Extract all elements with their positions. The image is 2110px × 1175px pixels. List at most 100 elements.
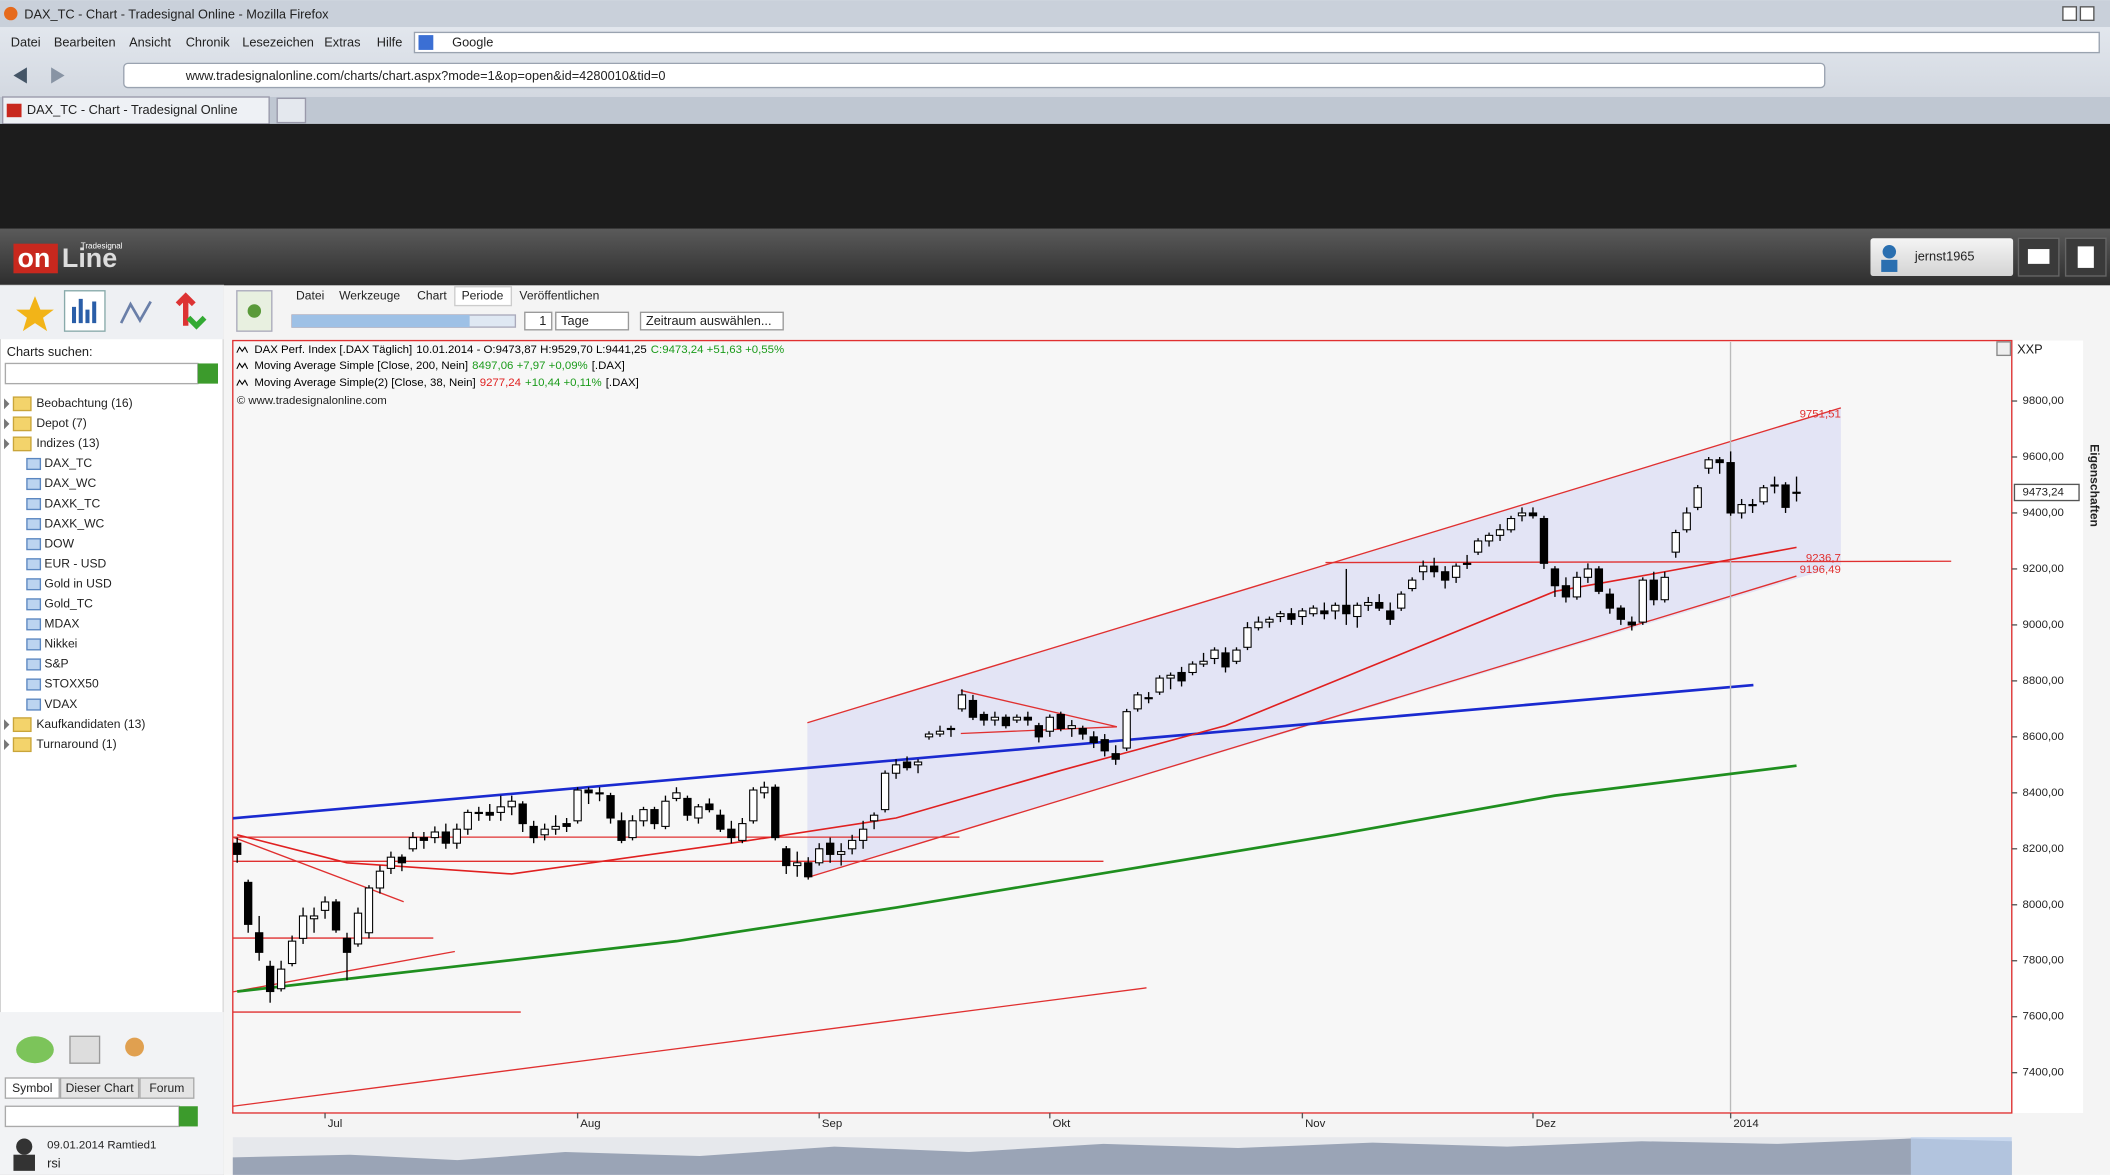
news-icon[interactable] xyxy=(70,1036,100,1063)
comment-input[interactable] xyxy=(5,1106,179,1126)
menu-item[interactable]: Datei xyxy=(11,35,41,50)
candle-body xyxy=(1409,580,1416,588)
tree-item[interactable]: DOW xyxy=(44,536,74,550)
menu-item[interactable]: Ansicht xyxy=(129,35,171,50)
candle-body xyxy=(1156,678,1163,692)
candle-body xyxy=(497,807,504,813)
candle-body xyxy=(1529,513,1536,516)
candle-body xyxy=(980,714,987,720)
candle-body xyxy=(684,798,691,815)
candle-body xyxy=(1507,519,1514,530)
candle-body xyxy=(552,826,559,829)
tree-item[interactable]: DAXK_TC xyxy=(44,496,100,510)
menu-bar: Datei Bearbeiten Ansicht Chronik Lesezeichen… xyxy=(11,35,403,50)
tree-item[interactable]: Indizes (13) xyxy=(36,436,99,450)
candle-body xyxy=(1266,619,1273,622)
comment-send[interactable] xyxy=(179,1106,198,1126)
charts-icon[interactable] xyxy=(65,291,105,331)
candle-body xyxy=(870,815,877,821)
properties-tab[interactable]: Eigenschaften xyxy=(2088,444,2102,527)
tree-item[interactable]: EUR - USD xyxy=(44,556,106,570)
candle-body xyxy=(1683,513,1690,530)
candle-body xyxy=(827,843,834,854)
candle-body xyxy=(1584,569,1591,577)
tree-item[interactable]: MDAX xyxy=(44,617,79,631)
tree-item[interactable]: Nikkei xyxy=(44,637,77,651)
folder-icon xyxy=(13,397,30,410)
tree-item[interactable]: VDAX xyxy=(44,697,77,711)
window-button[interactable] xyxy=(2080,7,2093,20)
menu-icon xyxy=(2078,246,2094,268)
candle-body xyxy=(1771,485,1778,486)
menu-item[interactable]: Chronik xyxy=(186,35,231,50)
chart-search-input[interactable] xyxy=(5,363,197,383)
chat-icon[interactable] xyxy=(16,1036,54,1063)
candle-body xyxy=(310,916,317,919)
candle-body xyxy=(1134,695,1141,709)
x-tick-label: Dez xyxy=(1536,1118,1557,1130)
candle-body xyxy=(607,796,614,818)
candle-body xyxy=(464,812,471,829)
candle-body xyxy=(1332,605,1339,611)
toolbar-tab[interactable]: Periode xyxy=(462,288,504,302)
candle-body xyxy=(475,812,482,813)
menu-item[interactable]: Hilfe xyxy=(377,35,403,50)
menu-item[interactable]: Extras xyxy=(324,35,360,50)
search-box[interactable] xyxy=(414,32,2099,52)
toolbar-tab[interactable]: Werkzeuge xyxy=(339,288,400,302)
candle-body xyxy=(508,801,515,807)
candle-body xyxy=(1024,717,1031,720)
candle-body xyxy=(453,829,460,843)
legend-part: 10.01.2014 - O:9473,87 H:9529,70 L:9441,… xyxy=(416,344,647,356)
tree-item[interactable]: STOXX50 xyxy=(44,677,99,691)
mail-icon xyxy=(2028,249,2050,264)
toolbar-tab[interactable]: Datei xyxy=(296,288,324,302)
chart-icon xyxy=(27,539,40,550)
tree-item[interactable]: Turnaround (1) xyxy=(36,737,116,751)
candle-body xyxy=(772,787,779,837)
candle-body xyxy=(1551,569,1558,586)
tree-item[interactable]: DAXK_WC xyxy=(44,516,104,530)
tree-item[interactable]: DAX_WC xyxy=(44,476,96,490)
close-chart[interactable] xyxy=(1997,342,2010,355)
tree-item[interactable]: Gold in USD xyxy=(44,576,112,590)
candle-body xyxy=(1628,622,1635,625)
chart-icon xyxy=(27,579,40,590)
tree-item[interactable]: Kaufkandidaten (13) xyxy=(36,717,145,731)
search-button[interactable] xyxy=(198,363,218,383)
chart-icon xyxy=(27,459,40,470)
candle-body xyxy=(1145,698,1152,699)
new-tab[interactable] xyxy=(277,98,305,122)
menu-item[interactable]: Lesezeichen xyxy=(242,35,314,50)
menu-item[interactable]: Bearbeiten xyxy=(54,35,116,50)
banner-area xyxy=(0,124,2110,229)
tree-item[interactable]: Gold_TC xyxy=(44,597,93,611)
tab-title: DAX_TC - Chart - Tradesignal Online xyxy=(27,102,238,117)
x-tick-label: Sep xyxy=(822,1118,842,1130)
candle-body xyxy=(750,790,757,821)
tree-item[interactable]: DAX_TC xyxy=(44,456,92,470)
toolbar-tab[interactable]: Chart xyxy=(417,288,447,302)
toolbar-tab[interactable]: Veröffentlichen xyxy=(519,288,599,302)
tree-item[interactable]: S&P xyxy=(44,657,68,671)
tree-item[interactable]: Beobachtung (16) xyxy=(36,396,132,410)
legend-part: 9277,24 xyxy=(480,377,522,389)
overview-window[interactable] xyxy=(1911,1137,2012,1175)
last-price-label: 9473,24 xyxy=(2023,486,2065,498)
legend-part: 8497,06 +7,97 +0,09% xyxy=(472,360,588,372)
candle-body xyxy=(1705,460,1712,468)
tree-item[interactable]: Depot (7) xyxy=(36,416,86,430)
candle-body xyxy=(376,871,383,888)
candle-body xyxy=(354,913,361,944)
candle-body xyxy=(903,762,910,768)
tab-strip xyxy=(0,97,2110,124)
community-icon[interactable] xyxy=(125,1038,144,1057)
candle-body xyxy=(629,821,636,838)
chart-icon xyxy=(27,659,40,670)
candle-body xyxy=(673,793,680,799)
candle-body xyxy=(1650,580,1657,600)
window-button[interactable] xyxy=(2063,7,2076,20)
candle-body xyxy=(936,731,943,734)
candle-body xyxy=(849,840,856,848)
comment-text: rsi xyxy=(47,1155,60,1170)
